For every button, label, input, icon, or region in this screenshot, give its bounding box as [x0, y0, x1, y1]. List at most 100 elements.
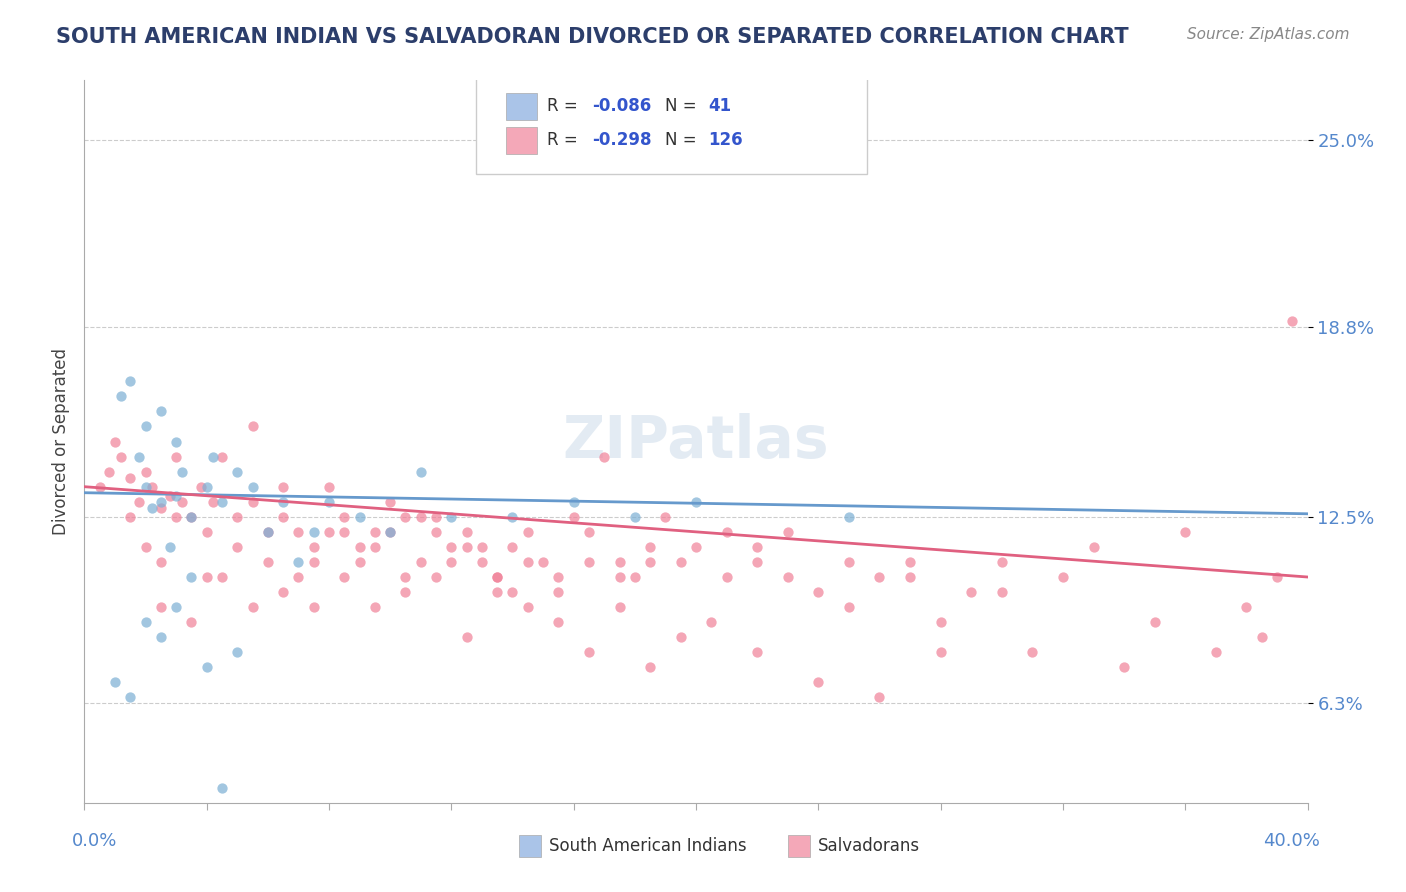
Point [128, 450, 150, 464]
Point [226, 540, 249, 554]
Point [380, 524, 402, 539]
Point [242, 600, 264, 615]
Text: R =: R = [547, 97, 582, 115]
Point [226, 509, 249, 524]
Point [456, 524, 478, 539]
Point [425, 509, 447, 524]
Point [128, 494, 150, 508]
Point [1236, 600, 1258, 615]
Point [624, 570, 647, 584]
Point [669, 555, 692, 569]
Text: 40.0%: 40.0% [1263, 831, 1320, 850]
Point [120, 470, 142, 484]
Point [578, 524, 600, 539]
Point [318, 494, 340, 508]
Point [242, 494, 264, 508]
Point [624, 509, 647, 524]
Text: 41: 41 [709, 97, 731, 115]
Point [226, 645, 249, 659]
Text: Source: ZipAtlas.com: Source: ZipAtlas.com [1187, 27, 1350, 42]
Point [516, 524, 538, 539]
Point [502, 585, 524, 599]
Y-axis label: Divorced or Separated: Divorced or Separated [52, 348, 70, 535]
Point [440, 555, 463, 569]
Point [838, 509, 860, 524]
FancyBboxPatch shape [519, 835, 541, 857]
Point [547, 585, 569, 599]
Point [486, 585, 509, 599]
Point [1250, 630, 1272, 644]
Point [333, 570, 356, 584]
Point [502, 509, 524, 524]
Point [149, 500, 172, 515]
Point [302, 540, 325, 554]
Point [104, 675, 127, 690]
Point [287, 555, 309, 569]
Point [141, 480, 163, 494]
Point [211, 780, 233, 795]
Point [271, 585, 294, 599]
Point [747, 540, 769, 554]
Point [120, 374, 142, 388]
Point [516, 600, 538, 615]
Point [700, 615, 723, 630]
Point [257, 524, 280, 539]
Point [838, 600, 860, 615]
Point [318, 524, 340, 539]
Point [165, 489, 187, 503]
Point [929, 645, 952, 659]
Point [141, 500, 163, 515]
Point [165, 600, 187, 615]
Point [271, 480, 294, 494]
Point [716, 570, 738, 584]
Point [364, 524, 387, 539]
Point [898, 555, 921, 569]
Text: Salvadorans: Salvadorans [818, 838, 921, 855]
Text: ZIPatlas: ZIPatlas [562, 413, 830, 470]
Point [425, 524, 447, 539]
Point [776, 570, 799, 584]
Point [364, 540, 387, 554]
Point [302, 524, 325, 539]
Point [364, 600, 387, 615]
Point [195, 480, 218, 494]
Point [394, 570, 416, 584]
Point [440, 540, 463, 554]
Point [242, 480, 264, 494]
Text: N =: N = [665, 131, 702, 149]
Text: -0.086: -0.086 [592, 97, 651, 115]
Point [685, 540, 707, 554]
Point [318, 480, 340, 494]
Point [593, 450, 616, 464]
Point [929, 615, 952, 630]
Point [547, 570, 569, 584]
Point [302, 555, 325, 569]
Point [242, 419, 264, 434]
Point [165, 434, 187, 449]
Point [257, 555, 280, 569]
Point [1114, 660, 1136, 674]
Text: R =: R = [547, 131, 582, 149]
Point [287, 570, 309, 584]
Point [211, 494, 233, 508]
Point [201, 450, 224, 464]
Point [425, 570, 447, 584]
FancyBboxPatch shape [475, 73, 868, 174]
Point [747, 645, 769, 659]
Point [195, 660, 218, 674]
Point [165, 509, 187, 524]
Point [898, 570, 921, 584]
FancyBboxPatch shape [506, 127, 537, 154]
Point [349, 509, 371, 524]
Point [456, 540, 478, 554]
Point [531, 555, 554, 569]
Point [394, 585, 416, 599]
Point [271, 509, 294, 524]
Point [991, 555, 1014, 569]
Point [135, 615, 157, 630]
Point [838, 555, 860, 569]
Point [869, 570, 891, 584]
Point [1174, 524, 1197, 539]
Point [638, 660, 661, 674]
Point [1143, 615, 1166, 630]
